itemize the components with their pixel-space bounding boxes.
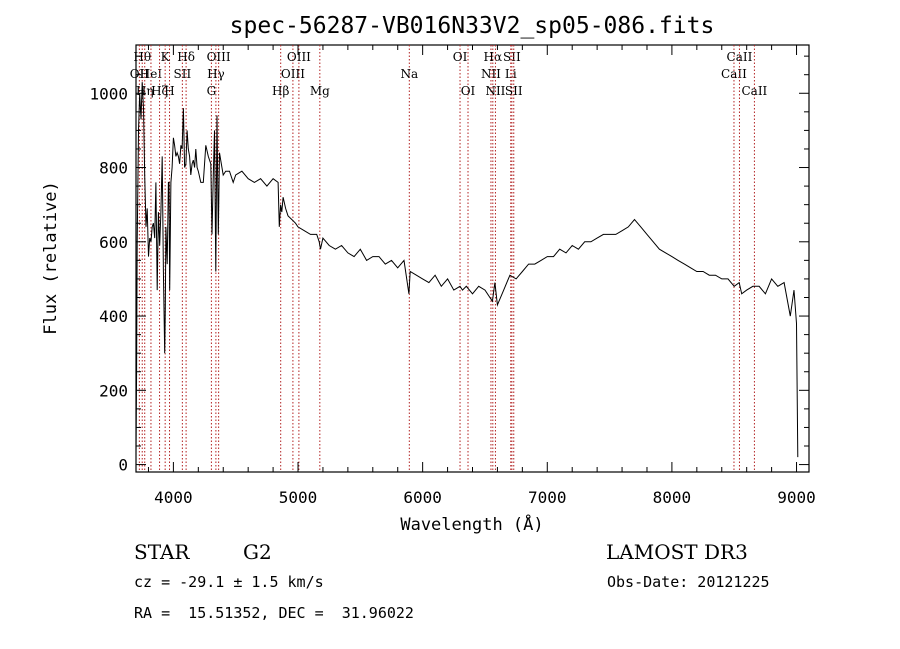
line-marker-label: H [164,84,174,98]
line-marker-label: Hα [484,50,503,64]
line-marker-label: SII [505,84,523,98]
spectrum-line [135,82,799,458]
chart-title: spec-56287-VB016N33V2_sp05-086.fits [230,13,715,39]
x-axis-ticks: 4000 5000 6000 7000 8000 9000 [147,45,816,507]
observation-date: Obs-Date: 20121225 [607,573,770,591]
y-tick-label: 0 [118,456,128,475]
line-marker-label: OIII [281,67,305,81]
line-marker-label: K [161,50,171,64]
x-tick-label: 5000 [279,488,318,507]
object-class: STAR [134,540,190,564]
line-marker-label: NII [481,67,501,81]
redshift-velocity: cz = -29.1 ± 1.5 km/s [134,573,324,591]
x-tick-label: 7000 [528,488,567,507]
y-tick-label: 400 [99,307,128,326]
x-axis-label: Wavelength (Å) [400,513,543,535]
x-tick-label: 4000 [154,488,193,507]
y-tick-label: 1000 [89,84,128,103]
line-marker-label: SII [503,50,521,64]
line-marker-label: Hζ [151,84,168,98]
line-marker-layer: OIIHθHηHeIHζKHSIIHδGHγOIIIHβOIIIOIIIMgNa… [130,45,768,472]
line-marker-label: Hδ [177,50,195,64]
line-marker-label: G [207,84,217,98]
line-marker-label: Hβ [272,84,289,98]
line-marker-label: Hγ [207,67,225,81]
survey-name: LAMOST DR3 [606,540,748,564]
line-marker-label: CaII [721,67,747,81]
line-marker-label: OI [453,50,468,64]
line-marker-label: CaII [727,50,753,64]
object-subclass: G2 [243,540,272,564]
y-tick-label: 200 [99,381,128,400]
line-marker-label: Li [505,67,517,81]
line-marker-label: OI [461,84,476,98]
y-axis-label: Flux (relative) [41,181,61,335]
y-tick-label: 600 [99,233,128,252]
y-tick-label: 800 [99,159,128,178]
line-marker-label: SII [174,67,192,81]
line-marker-label: HeI [140,67,163,81]
line-marker-label: Na [400,67,418,81]
line-marker-label: OIII [207,50,231,64]
coordinates: RA = 15.51352, DEC = 31.96022 [134,604,414,622]
line-marker-label: Hη [136,84,154,98]
line-marker-label: CaII [741,84,767,98]
line-marker-label: NII [485,84,505,98]
plot-frame [135,44,810,473]
line-marker-label: OIII [287,50,311,64]
line-marker-label: Mg [310,84,330,98]
x-tick-label: 8000 [653,488,692,507]
x-tick-label: 6000 [403,488,442,507]
y-axis-ticks: 0 200 400 600 800 1000 [89,55,809,475]
line-marker-label: Hθ [133,50,151,64]
x-tick-label: 9000 [777,488,816,507]
